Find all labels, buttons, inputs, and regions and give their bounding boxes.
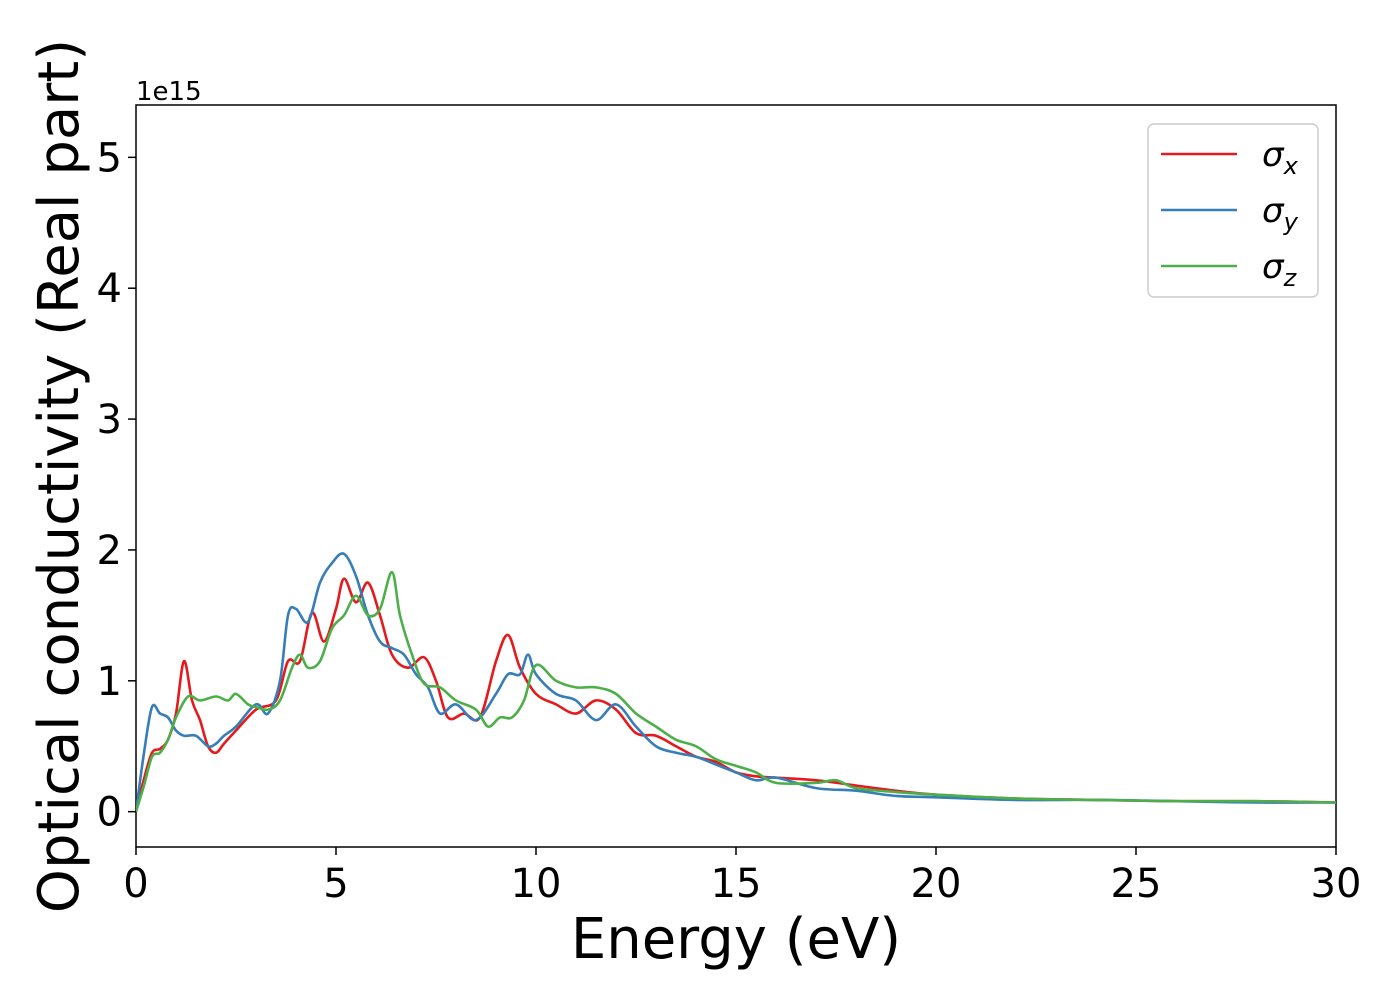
- y-tick-label: 0: [97, 790, 122, 836]
- series-line-σy: [136, 552, 1336, 812]
- x-axis: 0 5 10 15 20 25 30: [123, 847, 1361, 907]
- x-tick-label: 0: [123, 861, 148, 907]
- y-axis: 0 1 2 3 4 5: [97, 135, 136, 836]
- y-offset-label: 1e15: [136, 77, 202, 107]
- series-line-σx: [136, 577, 1336, 812]
- x-axis-title: Energy (eV): [571, 907, 901, 972]
- x-tick-label: 5: [323, 861, 348, 907]
- x-tick-label: 20: [911, 861, 962, 907]
- y-tick-label: 2: [97, 528, 122, 574]
- y-axis-title: Optical conductivity (Real part): [27, 39, 92, 913]
- legend-label: σz: [1262, 247, 1298, 292]
- series-layer: [136, 552, 1336, 813]
- x-tick-label: 10: [511, 861, 562, 907]
- y-tick-label: 3: [97, 397, 122, 443]
- y-tick-label: 1: [97, 659, 122, 705]
- y-tick-label: 5: [97, 135, 122, 181]
- y-tick-label: 4: [97, 266, 122, 312]
- x-tick-label: 30: [1311, 861, 1362, 907]
- series-line-σz: [136, 570, 1336, 813]
- x-tick-label: 15: [711, 861, 762, 907]
- x-tick-label: 25: [1111, 861, 1162, 907]
